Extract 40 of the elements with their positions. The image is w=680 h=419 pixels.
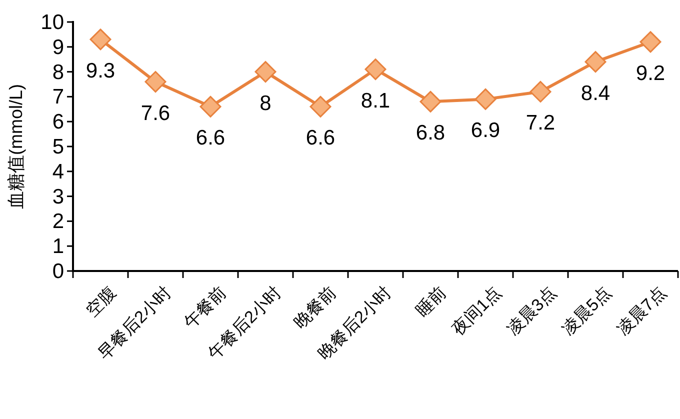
- data-label: 6.6: [306, 126, 336, 150]
- data-label: 7.6: [140, 102, 170, 125]
- y-tick-label: 5: [52, 136, 64, 158]
- x-tick-label: 凌晨7点: [614, 282, 670, 340]
- data-label: 6.6: [196, 126, 226, 150]
- y-tick-label: 4: [52, 160, 64, 184]
- point: [530, 80, 552, 102]
- y-tick-label: 3: [52, 185, 64, 208]
- point: [474, 88, 496, 110]
- data-label: 8.4: [580, 82, 610, 105]
- point: [584, 51, 606, 73]
- point: [200, 96, 222, 118]
- point: [254, 61, 276, 83]
- y-tick-label: 7: [52, 86, 64, 109]
- point: [310, 96, 332, 118]
- y-tick-label: 0: [52, 260, 64, 283]
- data-label: 8.1: [360, 89, 390, 112]
- y-tick-label: 8: [52, 60, 64, 84]
- y-tick-label: 9: [52, 36, 64, 59]
- data-label: 9.2: [636, 62, 666, 85]
- x-tick-label: 凌晨5点: [558, 282, 615, 340]
- data-label: 7.2: [526, 112, 556, 135]
- y-tick-label: 10: [40, 11, 64, 34]
- point: [144, 71, 166, 93]
- data-label: 9.3: [86, 59, 116, 82]
- x-tick-label: 凌晨3点: [504, 282, 560, 340]
- y-axis-title: 血糖值(mmol/L): [6, 84, 26, 209]
- y-tick-label: 6: [52, 110, 64, 134]
- x-tick-label: 睡前: [412, 282, 450, 320]
- data-label: 6.8: [416, 122, 446, 145]
- data-label: 6.9: [470, 119, 500, 142]
- point: [90, 28, 112, 50]
- y-tick-label: 1: [52, 235, 64, 258]
- x-tick-label: 夜间1点: [448, 282, 505, 340]
- y-tick-label: 2: [52, 210, 64, 234]
- data-label: 8: [260, 92, 272, 115]
- point: [640, 31, 662, 53]
- point: [420, 90, 442, 112]
- point: [364, 58, 386, 80]
- x-tick-label: 空腹: [82, 282, 120, 320]
